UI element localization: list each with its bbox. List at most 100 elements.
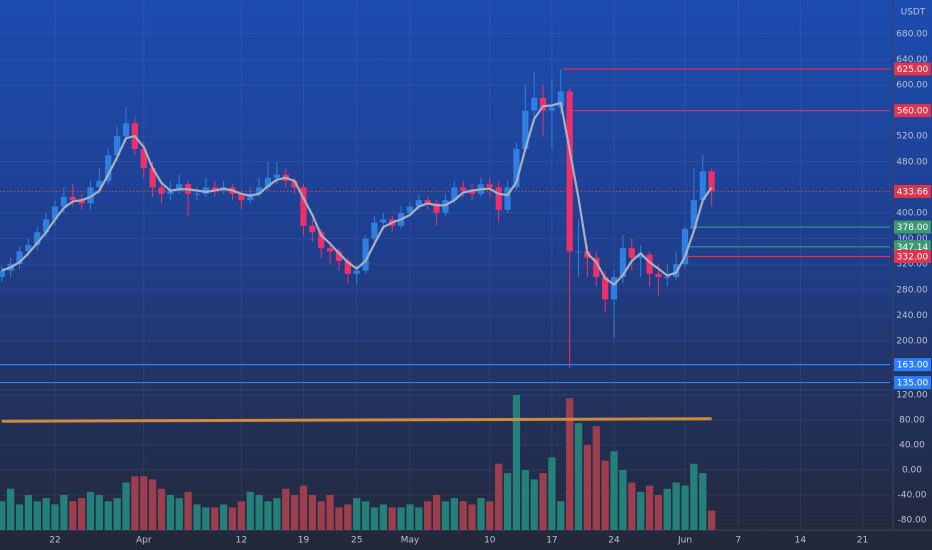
price-level-tag (894, 220, 931, 234)
oscillator-bar (619, 470, 627, 530)
candle-body (602, 276, 609, 300)
oscillator-bar (15, 504, 24, 530)
oscillator-bar (122, 482, 130, 530)
oscillator-bar (521, 470, 529, 530)
price-level-tag (894, 184, 931, 198)
candle-body (193, 193, 201, 195)
candle-body (309, 225, 316, 233)
oscillator-bar (326, 495, 334, 530)
candle-body (122, 123, 130, 137)
oscillator-bar (51, 504, 59, 530)
x-tick-label: 7 (735, 536, 741, 546)
candle-body (610, 276, 618, 300)
candle-body (43, 219, 50, 233)
candle-body (60, 196, 67, 207)
y2-tick-label: 80.00 (899, 416, 925, 426)
oscillator-bar (566, 398, 574, 530)
oscillator-bar (583, 445, 592, 530)
x-tick-label: 17 (546, 536, 557, 546)
y2-tick-label: -80.00 (897, 516, 926, 526)
candle-body (149, 168, 156, 188)
price-level-label: 433.66 (897, 187, 929, 197)
candle-body (593, 257, 600, 277)
candle-body (96, 180, 103, 188)
oscillator-bar (228, 507, 237, 530)
oscillator-bar (0, 501, 6, 530)
x-tick-label: 19 (298, 536, 310, 546)
currency-label: USDT (901, 8, 926, 18)
candle-body (326, 248, 334, 252)
oscillator-bar (397, 507, 405, 530)
oscillator-bar (637, 491, 645, 530)
oscillator-bar (539, 473, 547, 530)
oscillator-bar (60, 495, 68, 530)
oscillator-bar (24, 495, 33, 530)
oscillator-bar (157, 488, 166, 530)
candle-body (708, 171, 715, 192)
price-level-label: 625.00 (897, 65, 929, 75)
y2-tick-label: 40.00 (899, 441, 925, 451)
oscillator-bar (477, 498, 485, 530)
y-tick-label: 520.00 (896, 132, 928, 142)
candle-body (176, 184, 183, 191)
oscillator-bar (424, 501, 432, 530)
candle-body (140, 148, 147, 169)
candle-body (628, 248, 635, 258)
price-level-label: 332.00 (897, 253, 929, 263)
candle-body (291, 180, 298, 188)
oscillator-bar (104, 501, 112, 530)
candle-body (557, 91, 564, 108)
candle-body (522, 110, 529, 149)
oscillator-bar (140, 476, 148, 530)
candle-body (424, 200, 431, 204)
candle-body (202, 187, 209, 194)
oscillator-bar (361, 501, 370, 530)
oscillator-bar (344, 504, 352, 530)
candle-body (114, 136, 121, 156)
x-tick-label: 10 (484, 536, 496, 546)
y-tick-label: 280.00 (896, 285, 928, 295)
candle-body (362, 238, 369, 271)
candle-body (655, 273, 662, 277)
candle-body (87, 187, 94, 204)
oscillator-bar (299, 485, 308, 530)
oscillator-bar (672, 482, 680, 530)
y2-tick-label: 0.00 (902, 466, 922, 476)
candle-body (247, 193, 254, 201)
oscillator-bar (690, 463, 698, 530)
moving-average-line (1, 101, 713, 286)
oscillator-bar (468, 504, 476, 530)
oscillator-bar (148, 479, 157, 530)
oscillator-bar (512, 395, 521, 530)
candle-body (335, 251, 343, 261)
y2-tick-label: -40.00 (897, 491, 926, 501)
x-tick-label: Apr (136, 536, 152, 546)
candle-body (78, 200, 85, 204)
oscillator-bar (459, 501, 467, 530)
x-tick-label: 24 (608, 536, 620, 546)
price-level-tag (894, 62, 931, 76)
oscillator-bar (211, 507, 219, 530)
candle-body (300, 187, 307, 226)
candle-body (406, 206, 414, 213)
oscillator-bar (95, 495, 104, 530)
candle-body (566, 91, 573, 252)
candle-body (25, 244, 32, 252)
candle-body (664, 276, 671, 278)
candle-body (105, 155, 112, 181)
oscillator-bar (273, 498, 281, 530)
candle-body (681, 228, 689, 265)
oscillator-bar (335, 507, 343, 530)
price-level-tag (894, 104, 931, 118)
candle-body (353, 270, 360, 274)
x-tick-label: 25 (351, 536, 362, 546)
signal-line (1, 417, 712, 423)
candle-body (16, 251, 23, 265)
x-tick-label: 14 (795, 536, 807, 546)
candle-body (619, 248, 627, 277)
oscillator-bar (77, 498, 86, 530)
oscillator-bar (574, 423, 583, 530)
candle-body (264, 177, 272, 188)
candle-body (380, 219, 387, 223)
oscillator-bar (708, 510, 716, 530)
